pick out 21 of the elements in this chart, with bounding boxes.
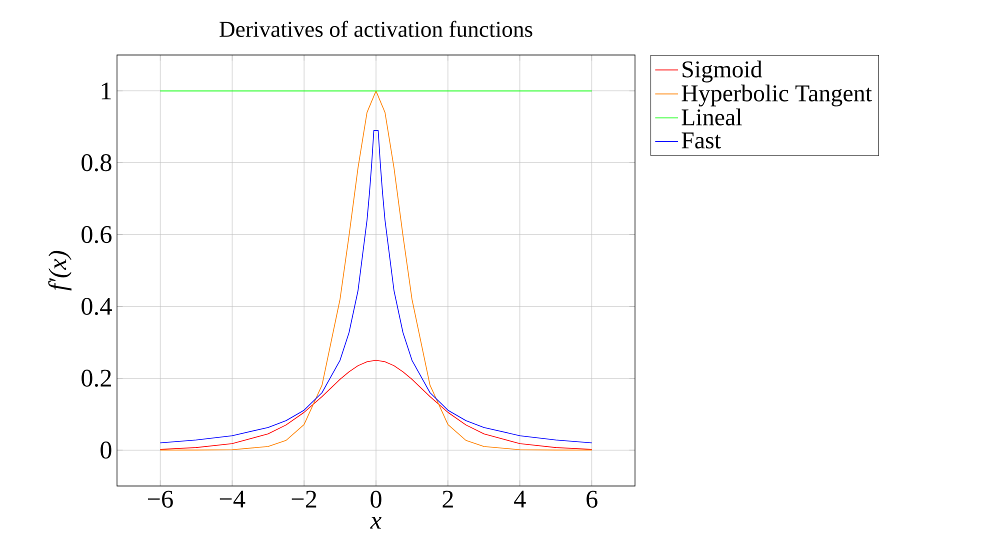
x-tick-label: 0 xyxy=(370,490,382,508)
y-tick-label: 0.4 xyxy=(82,298,112,316)
y-tick-label: 0.6 xyxy=(82,226,112,244)
x-tick-label: 6 xyxy=(586,490,598,508)
x-tick-label: 2 xyxy=(442,490,453,508)
x-tick-label: −2 xyxy=(292,490,316,508)
x-axis-title: x xyxy=(370,516,382,529)
y-tick-label: 0.8 xyxy=(82,154,112,172)
y-tick-label: 1 xyxy=(102,82,111,100)
legend-label: Fast xyxy=(682,132,721,149)
y-tick-label: 0.2 xyxy=(82,370,111,387)
legend-label: Sigmoid xyxy=(682,60,762,82)
legend-label: Hyperbolic Tangent xyxy=(682,84,872,106)
y-tick-label: 0 xyxy=(100,442,112,459)
line-series xyxy=(160,360,592,450)
x-tick-label: 4 xyxy=(514,490,526,508)
x-tick-label: −4 xyxy=(220,490,246,508)
chart-title: Derivatives of activation functions xyxy=(220,20,532,37)
y-axis-title: f′(x) xyxy=(48,250,72,291)
legend-label: Lineal xyxy=(682,108,742,126)
x-tick-label: −6 xyxy=(148,490,173,508)
